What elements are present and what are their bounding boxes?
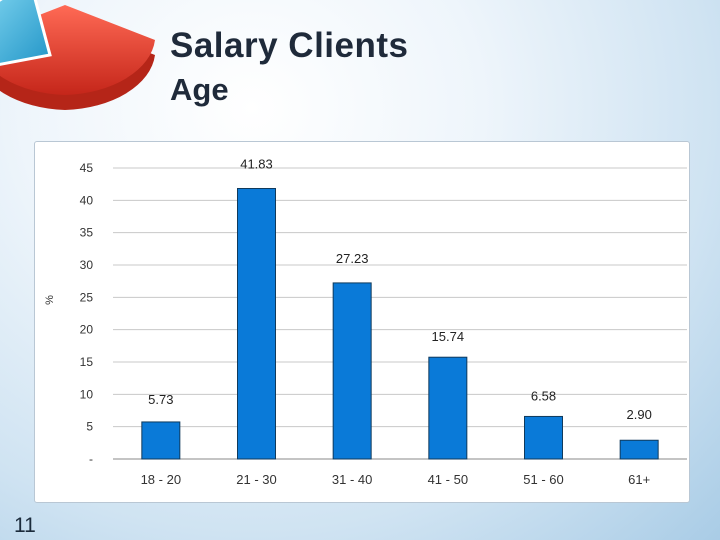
x-tick-label: 18 - 20 bbox=[141, 472, 181, 487]
y-tick-label: - bbox=[89, 452, 93, 466]
value-label: 27.23 bbox=[336, 251, 369, 266]
page-number: 11 bbox=[14, 514, 36, 537]
slide-subtitle: Age bbox=[170, 72, 229, 107]
y-axis-label: % bbox=[44, 295, 56, 305]
y-axis-ticks: - 5 10 15 20 25 30 35 40 45 bbox=[80, 161, 94, 466]
bar-61+ bbox=[619, 439, 659, 460]
x-tick-label: 51 - 60 bbox=[523, 472, 563, 487]
bar-chart: - 5 10 15 20 25 30 35 40 45 18 - 20 21 - 30 31 - 40… bbox=[44, 156, 687, 487]
bar-18-20 bbox=[141, 421, 181, 460]
x-tick-label: 21 - 30 bbox=[236, 472, 276, 487]
bar-21-30 bbox=[237, 187, 276, 460]
value-label: 15.74 bbox=[432, 329, 465, 344]
chart-grid bbox=[113, 167, 687, 460]
y-tick-label: 5 bbox=[86, 420, 93, 434]
bar-41-50 bbox=[428, 356, 468, 460]
chart-bars bbox=[141, 187, 659, 460]
y-tick-label: 10 bbox=[80, 387, 94, 401]
y-tick-label: 15 bbox=[80, 355, 94, 369]
value-labels: 5.73 41.83 27.23 15.74 6.58 2.90 bbox=[148, 156, 652, 422]
value-label: 41.83 bbox=[240, 156, 273, 171]
pie-logo-icon bbox=[0, 0, 155, 110]
x-tick-label: 41 - 50 bbox=[428, 472, 468, 487]
y-tick-label: 25 bbox=[80, 290, 94, 304]
y-tick-label: 20 bbox=[80, 323, 94, 337]
value-label: 5.73 bbox=[148, 392, 173, 407]
slide-title: Salary Clients bbox=[170, 26, 409, 65]
y-tick-label: 40 bbox=[80, 193, 94, 207]
y-tick-label: 35 bbox=[80, 226, 94, 240]
chart-panel: - 5 10 15 20 25 30 35 40 45 18 - 20 21 - 30 31 - 40… bbox=[34, 141, 690, 503]
value-label: 6.58 bbox=[531, 388, 556, 403]
bar-31-40 bbox=[332, 282, 372, 460]
value-label: 2.90 bbox=[627, 407, 652, 422]
x-axis-ticks: 18 - 20 21 - 30 31 - 40 41 - 50 51 - 60 61+ bbox=[141, 472, 651, 487]
x-tick-label: 61+ bbox=[628, 472, 650, 487]
bar-51-60 bbox=[524, 415, 563, 460]
y-tick-label: 30 bbox=[80, 258, 94, 272]
x-tick-label: 31 - 40 bbox=[332, 472, 372, 487]
y-tick-label: 45 bbox=[80, 161, 94, 175]
